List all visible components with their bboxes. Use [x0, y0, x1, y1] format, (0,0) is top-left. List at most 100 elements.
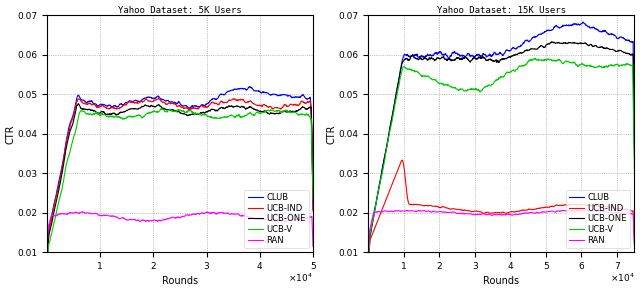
CLUB: [472, 54, 480, 58]
UCB-ONE: [482, 58, 490, 61]
UCB-V: [531, 56, 539, 60]
UCB-V: [392, 101, 399, 105]
CLUB: [364, 266, 372, 270]
CLUB: [392, 96, 399, 100]
UCB-IND: [255, 103, 263, 107]
RAN: [70, 211, 78, 215]
X-axis label: Rounds: Rounds: [162, 277, 198, 286]
Legend: CLUB, UCB-IND, UCB-ONE, UCB-V, RAN: CLUB, UCB-IND, UCB-ONE, UCB-V, RAN: [244, 190, 309, 248]
UCB-IND: [364, 265, 372, 269]
CLUB: [251, 89, 259, 93]
CLUB: [547, 29, 555, 32]
Line: UCB-IND: UCB-IND: [368, 160, 634, 267]
UCB-V: [577, 63, 585, 66]
UCB-IND: [547, 204, 555, 208]
UCB-ONE: [161, 107, 168, 110]
Y-axis label: CTR: CTR: [327, 124, 337, 143]
Text: $\times 10^4$: $\times 10^4$: [610, 271, 634, 284]
UCB-ONE: [547, 40, 555, 44]
RAN: [472, 213, 480, 216]
Text: $\times 10^4$: $\times 10^4$: [288, 271, 313, 284]
UCB-ONE: [251, 107, 259, 111]
UCB-IND: [251, 102, 259, 106]
UCB-ONE: [70, 117, 78, 121]
CLUB: [160, 98, 168, 102]
CLUB: [255, 89, 263, 93]
CLUB: [572, 22, 580, 26]
UCB-ONE: [43, 261, 51, 265]
UCB-V: [472, 87, 480, 91]
Line: UCB-V: UCB-V: [368, 58, 634, 263]
RAN: [392, 209, 399, 213]
RAN: [309, 245, 317, 248]
Legend: CLUB, UCB-IND, UCB-ONE, UCB-V, RAN: CLUB, UCB-IND, UCB-ONE, UCB-V, RAN: [566, 190, 630, 248]
UCB-IND: [572, 203, 580, 206]
UCB-ONE: [74, 102, 82, 105]
UCB-IND: [398, 158, 406, 162]
CLUB: [577, 22, 584, 26]
UCB-V: [251, 113, 259, 117]
UCB-V: [150, 110, 158, 113]
UCB-IND: [577, 203, 585, 206]
Y-axis label: CTR: CTR: [6, 124, 15, 143]
Line: UCB-IND: UCB-IND: [47, 98, 313, 272]
UCB-V: [482, 85, 490, 88]
CLUB: [70, 110, 78, 113]
UCB-IND: [155, 97, 163, 100]
UCB-IND: [43, 270, 51, 273]
RAN: [630, 243, 638, 247]
Line: CLUB: CLUB: [47, 87, 313, 269]
UCB-V: [161, 109, 168, 112]
UCB-V: [157, 107, 165, 110]
UCB-ONE: [255, 110, 263, 113]
RAN: [574, 208, 582, 212]
RAN: [79, 210, 87, 214]
UCB-ONE: [548, 40, 556, 44]
Title: Yahoo Dataset: 15K Users: Yahoo Dataset: 15K Users: [437, 6, 566, 15]
Line: UCB-ONE: UCB-ONE: [47, 104, 313, 263]
RAN: [151, 218, 159, 222]
UCB-ONE: [364, 265, 372, 268]
UCB-IND: [482, 211, 490, 214]
RAN: [251, 216, 259, 220]
CLUB: [630, 144, 638, 147]
CLUB: [43, 267, 51, 271]
RAN: [161, 218, 168, 221]
RAN: [547, 209, 555, 213]
UCB-ONE: [572, 41, 580, 45]
UCB-V: [43, 267, 51, 271]
RAN: [226, 213, 234, 216]
UCB-ONE: [630, 152, 638, 155]
UCB-IND: [70, 112, 78, 116]
UCB-V: [70, 134, 78, 138]
Title: Yahoo Dataset: 5K Users: Yahoo Dataset: 5K Users: [118, 6, 242, 15]
RAN: [364, 261, 372, 265]
UCB-ONE: [309, 191, 317, 195]
UCB-ONE: [472, 57, 480, 61]
Line: RAN: RAN: [47, 212, 313, 261]
UCB-IND: [472, 209, 480, 213]
RAN: [572, 209, 580, 213]
UCB-ONE: [392, 96, 399, 100]
UCB-ONE: [577, 42, 585, 45]
UCB-V: [630, 168, 638, 172]
RAN: [482, 213, 490, 216]
CLUB: [482, 53, 490, 56]
Line: UCB-ONE: UCB-ONE: [368, 42, 634, 267]
CLUB: [246, 85, 253, 88]
RAN: [43, 259, 51, 263]
UCB-V: [226, 114, 234, 117]
CLUB: [309, 208, 317, 211]
CLUB: [226, 89, 234, 93]
UCB-ONE: [151, 105, 159, 109]
X-axis label: Rounds: Rounds: [483, 277, 520, 286]
Line: UCB-V: UCB-V: [47, 109, 313, 269]
UCB-V: [309, 198, 317, 201]
Line: RAN: RAN: [368, 210, 634, 263]
CLUB: [579, 20, 587, 24]
UCB-V: [255, 112, 263, 115]
UCB-IND: [161, 101, 168, 105]
RAN: [577, 209, 585, 213]
Line: CLUB: CLUB: [368, 22, 634, 268]
RAN: [255, 218, 263, 221]
